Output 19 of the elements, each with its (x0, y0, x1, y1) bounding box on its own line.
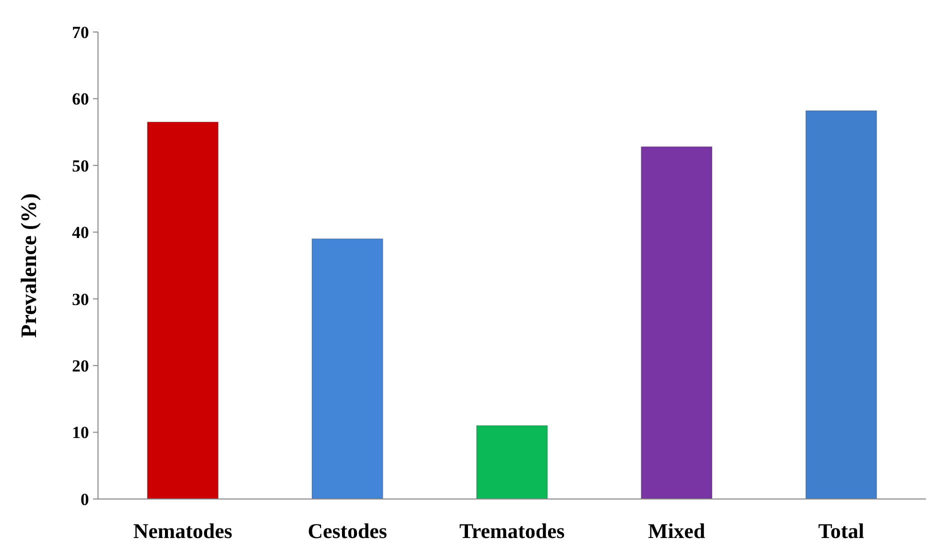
x-tick-label: Cestodes (308, 519, 388, 543)
y-tick-label: 70 (72, 22, 89, 42)
x-tick-label: Mixed (648, 519, 706, 543)
bar (476, 425, 548, 500)
y-axis-title: Prevalence (%) (16, 193, 41, 338)
x-tick-label: Nematodes (133, 519, 232, 543)
y-tick-label: 20 (72, 356, 89, 376)
y-tick-label: 40 (72, 223, 89, 242)
x-tick-label: Total (818, 519, 864, 543)
x-tick-label: Trematodes (459, 519, 565, 543)
bar (640, 146, 713, 500)
y-tick-label: 50 (72, 156, 89, 176)
y-tick-label: 60 (72, 90, 89, 109)
bar (311, 238, 384, 500)
y-tick-label: 0 (80, 490, 89, 509)
y-tick-label: 30 (72, 290, 89, 309)
bar (805, 110, 878, 500)
y-tick-label: 10 (72, 423, 89, 442)
bar (146, 122, 219, 500)
